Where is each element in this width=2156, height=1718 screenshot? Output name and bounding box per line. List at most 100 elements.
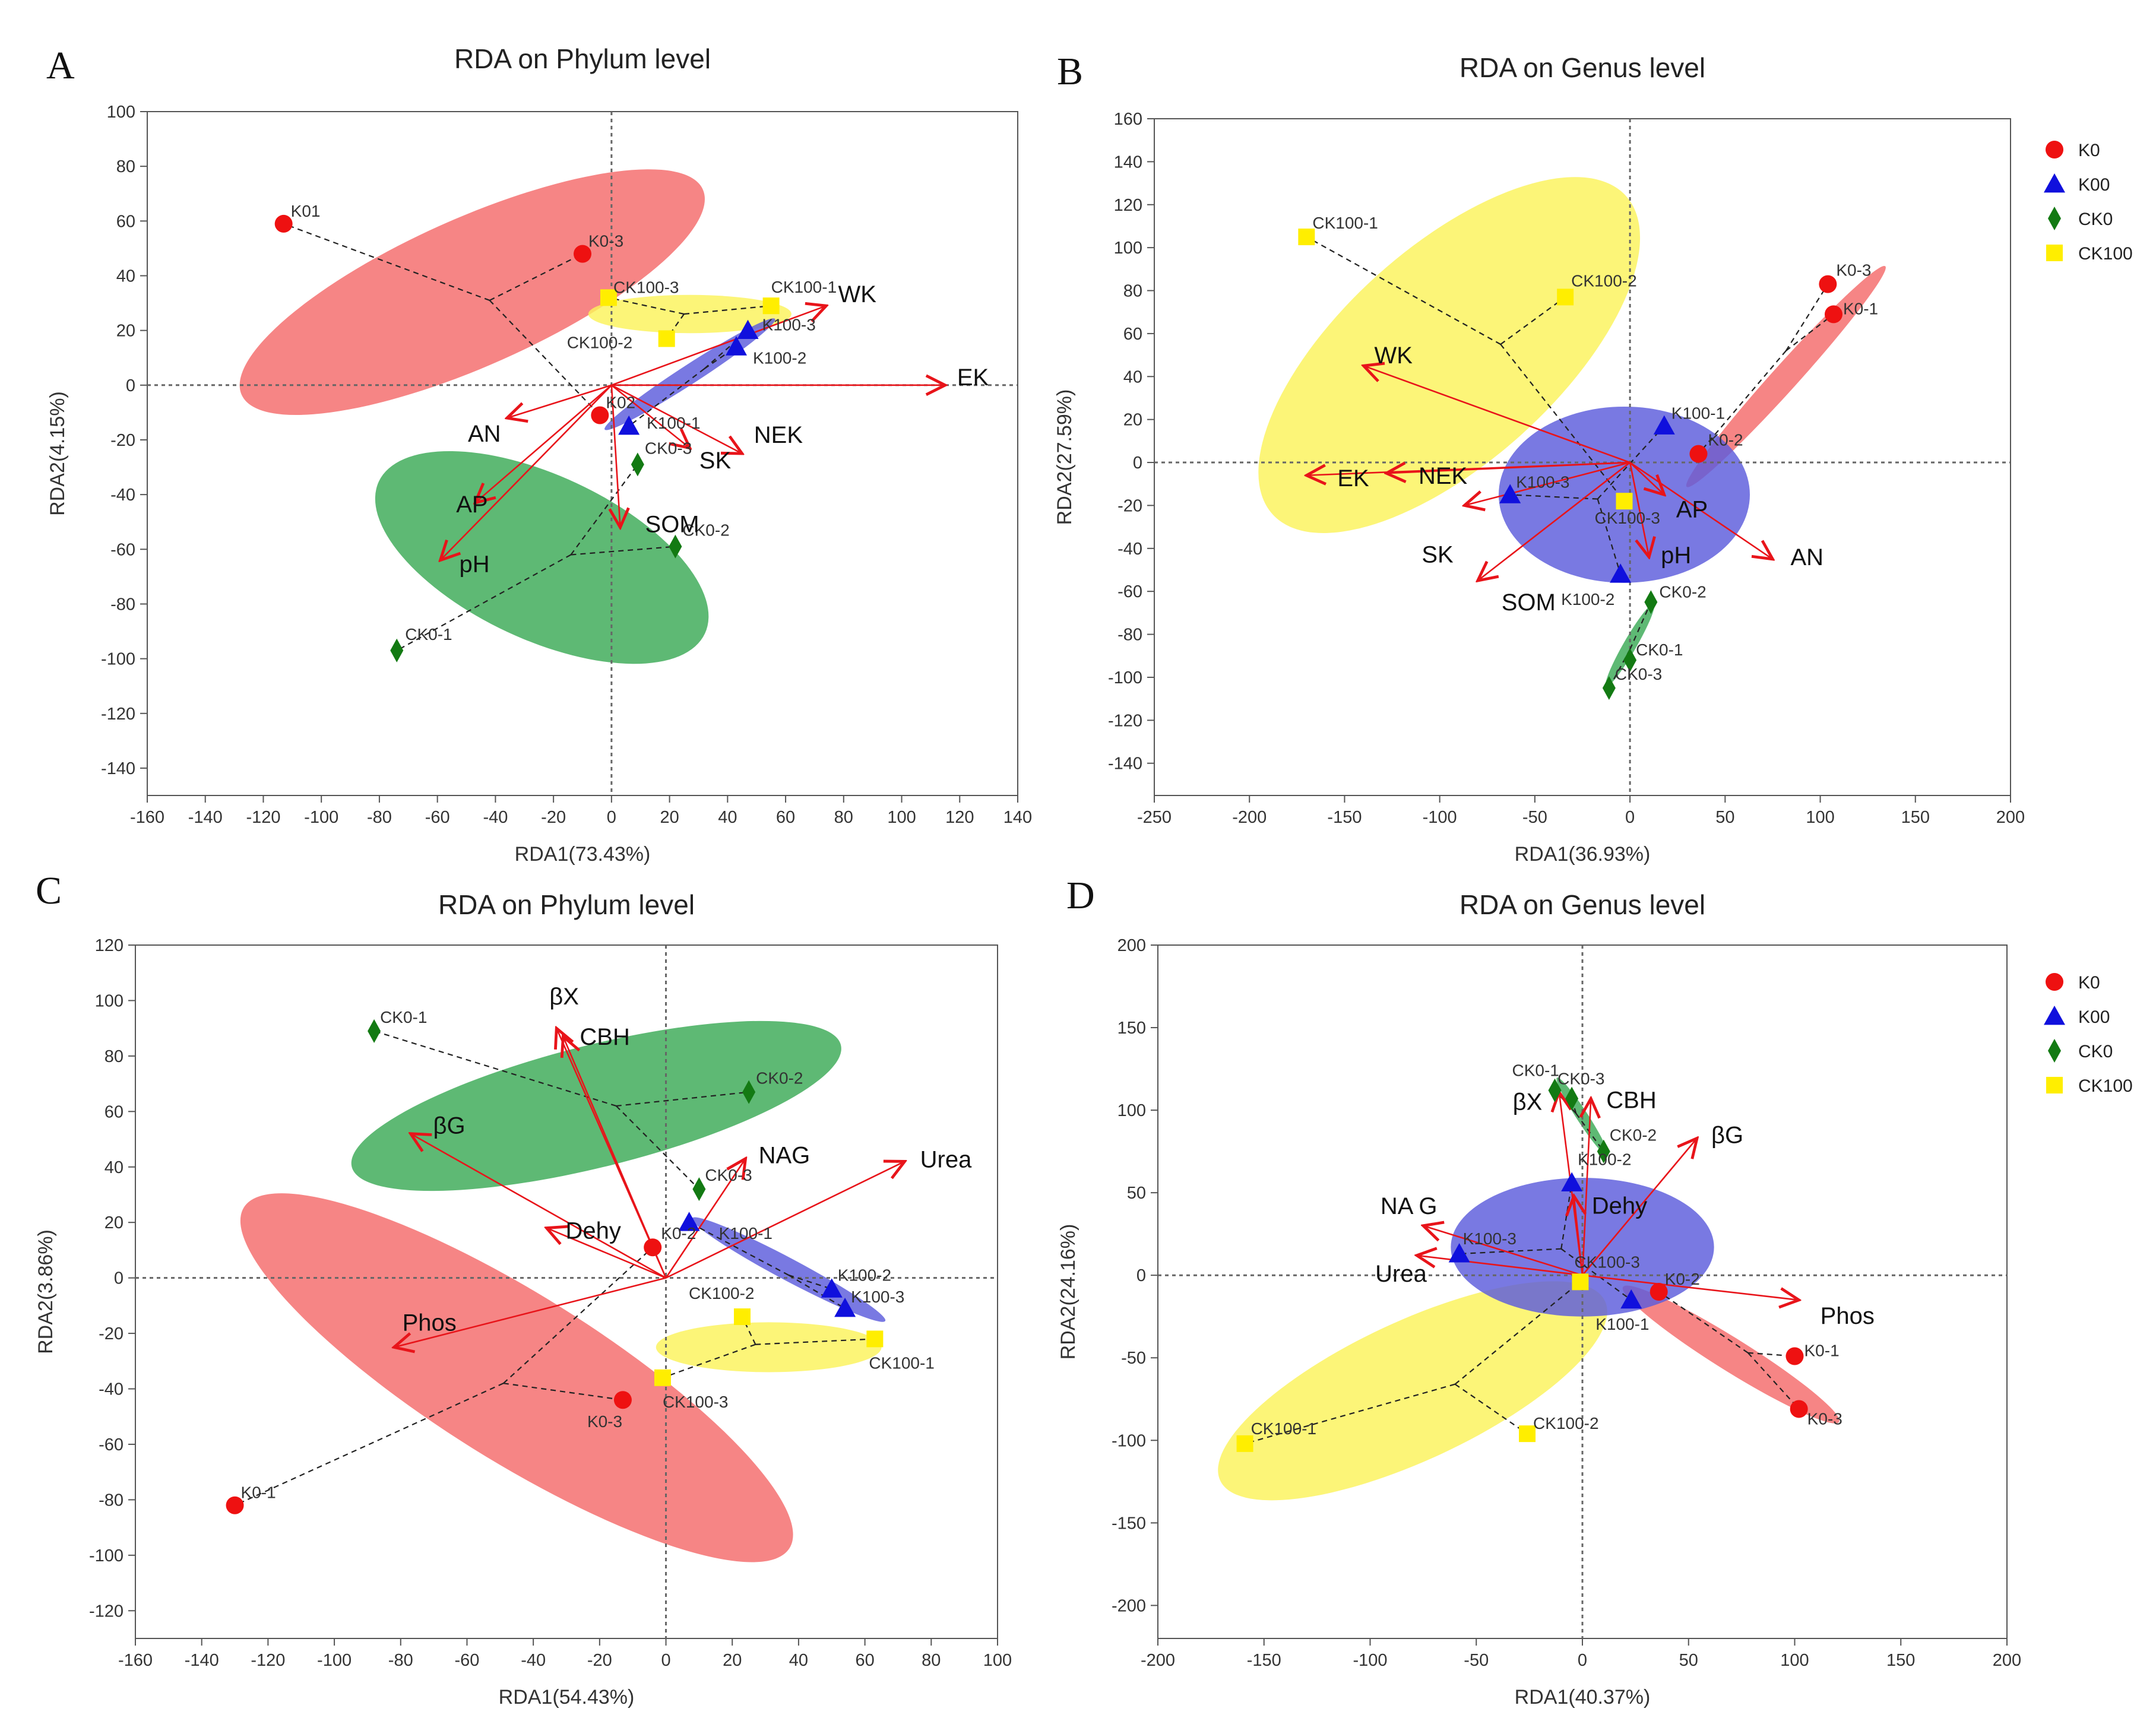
point-label: CK0-1 xyxy=(380,1008,427,1026)
arrow-nag xyxy=(665,1159,746,1279)
spider-line xyxy=(1698,350,1787,455)
point-label: CK100-3 xyxy=(663,1393,729,1411)
y-tick-label: 60 xyxy=(105,1102,124,1121)
point-k100-2 xyxy=(821,1278,843,1298)
point-label: CK100-2 xyxy=(689,1284,755,1302)
ellipse-k0 xyxy=(239,169,705,416)
arrow-an xyxy=(1629,461,1772,559)
x-tick-label: -120 xyxy=(246,808,280,827)
point-label: K0-1 xyxy=(1843,299,1878,318)
ellipse-ck100 xyxy=(1218,1281,1607,1501)
arrow-label: CBH xyxy=(1606,1088,1656,1114)
spider-line xyxy=(628,368,705,427)
y-tick-label: -60 xyxy=(110,540,135,559)
x-tick-label: 40 xyxy=(789,1651,808,1670)
arrow-wk xyxy=(611,306,827,386)
y-tick-label: -20 xyxy=(1117,496,1142,515)
legend-marker-k00 xyxy=(2044,173,2065,193)
spider-line xyxy=(608,297,685,315)
arrow-label: SOM xyxy=(1502,589,1556,616)
y-tick-label: 40 xyxy=(105,1158,124,1177)
point-k0-2 xyxy=(1689,445,1708,463)
point-label: CK0-3 xyxy=(1615,665,1662,683)
point-ck100-3 xyxy=(600,289,617,306)
spider-line xyxy=(1500,296,1566,345)
y-tick-label: -140 xyxy=(101,759,135,778)
x-tick-label: 150 xyxy=(1886,1651,1915,1670)
x-tick-label: -150 xyxy=(1247,1651,1281,1670)
point-k0-1 xyxy=(1785,1347,1804,1365)
arrow-label: Dehy xyxy=(1592,1193,1647,1219)
x-tick-label: 0 xyxy=(1578,1651,1587,1670)
point-label: K100-3 xyxy=(1463,1229,1517,1248)
spider-line xyxy=(788,1274,832,1290)
plot-frame xyxy=(1154,118,2011,796)
legend-label: K0 xyxy=(2078,973,2100,993)
point-label: CK0-3 xyxy=(705,1166,752,1184)
point-ck100-2 xyxy=(1557,289,1574,306)
arrow-label: NAG xyxy=(759,1143,811,1169)
arrow-label: Urea xyxy=(1375,1261,1427,1287)
panel-letter: C xyxy=(36,869,62,912)
arrow-label: βG xyxy=(433,1113,466,1139)
ellipse-k0 xyxy=(1622,1285,1840,1424)
point-k0-3 xyxy=(613,1391,632,1409)
spider-line xyxy=(788,1275,846,1309)
spider-line xyxy=(1459,1248,1562,1255)
legend-marker-ck100 xyxy=(2046,245,2063,261)
legend-label: CK0 xyxy=(2078,210,2113,229)
point-ck100-3 xyxy=(654,1369,671,1386)
arrow-label: AP xyxy=(456,492,487,518)
spider-line xyxy=(489,300,601,416)
point-label: K0-2 xyxy=(661,1224,696,1242)
point-ck0-3 xyxy=(1565,1086,1579,1111)
spider-line xyxy=(683,305,771,315)
arrow-label: EK xyxy=(957,364,989,391)
point-ck100-2 xyxy=(1519,1425,1536,1443)
point-label: K0-3 xyxy=(1807,1409,1842,1428)
spider-line xyxy=(503,1383,623,1401)
arrow-βg xyxy=(1582,1138,1697,1276)
x-tick-label: -160 xyxy=(118,1651,153,1670)
y-tick-label: 80 xyxy=(116,157,135,176)
spider-line xyxy=(615,1105,700,1190)
x-tick-label: -60 xyxy=(425,808,450,827)
point-ck0-1 xyxy=(368,1019,381,1043)
arrow-ap xyxy=(475,384,612,503)
x-tick-label: 60 xyxy=(855,1651,874,1670)
point-label: CK0-2 xyxy=(1610,1126,1657,1145)
panel-b: B RDA on Genus level-250 -200 -150 -100 -50 0 5… xyxy=(1053,50,2133,866)
spider-line xyxy=(373,1030,617,1107)
arrow-label: CBH xyxy=(580,1024,629,1050)
arrow-label: SOM xyxy=(645,511,699,537)
y-tick-label: 50 xyxy=(1127,1184,1146,1203)
y-tick-label: -100 xyxy=(1108,668,1142,687)
x-tick-label: 120 xyxy=(945,808,974,827)
y-tick-label: 60 xyxy=(1123,325,1142,344)
y-axis-label: RDA2(4.15%) xyxy=(46,391,69,516)
x-tick-label: 100 xyxy=(1806,808,1834,827)
y-tick-label: -40 xyxy=(1117,540,1142,559)
arrow-phos xyxy=(1582,1274,1799,1300)
point-label: CK100-1 xyxy=(869,1354,935,1372)
point-ck0-3 xyxy=(1602,676,1616,700)
x-tick-label: -100 xyxy=(1353,1651,1387,1670)
spider-line xyxy=(503,1247,653,1384)
x-tick-label: -60 xyxy=(455,1651,480,1670)
plot-area: K01 K0-3 K02 K100-3 K100-2 K100-1 CK0-3 CK0-2 CK… xyxy=(147,112,1018,795)
arrow-an xyxy=(507,384,612,418)
y-tick-label: 20 xyxy=(1123,411,1142,430)
panel-d: D RDA on Genus level -200 -150 -100 -50 0 50 100… xyxy=(1057,874,2133,1709)
arrow-label: βX xyxy=(549,984,579,1010)
point-label: K0-2 xyxy=(1665,1270,1700,1288)
arrow-label: pH xyxy=(1661,542,1691,568)
x-tick-label: 0 xyxy=(1625,808,1635,827)
x-tick-label: 0 xyxy=(607,808,616,827)
y-tick-label: -60 xyxy=(99,1435,124,1454)
chart-title: RDA on Phylum level xyxy=(454,43,711,74)
spider-line xyxy=(1658,1291,1749,1354)
panel-c: C RDA on Phylum level -160 -140 -120 -100 -80 -… xyxy=(34,869,1012,1709)
point-label: CK0-1 xyxy=(405,625,452,644)
point-k0-1 xyxy=(1824,305,1842,324)
point-ck100-1 xyxy=(1298,229,1315,246)
